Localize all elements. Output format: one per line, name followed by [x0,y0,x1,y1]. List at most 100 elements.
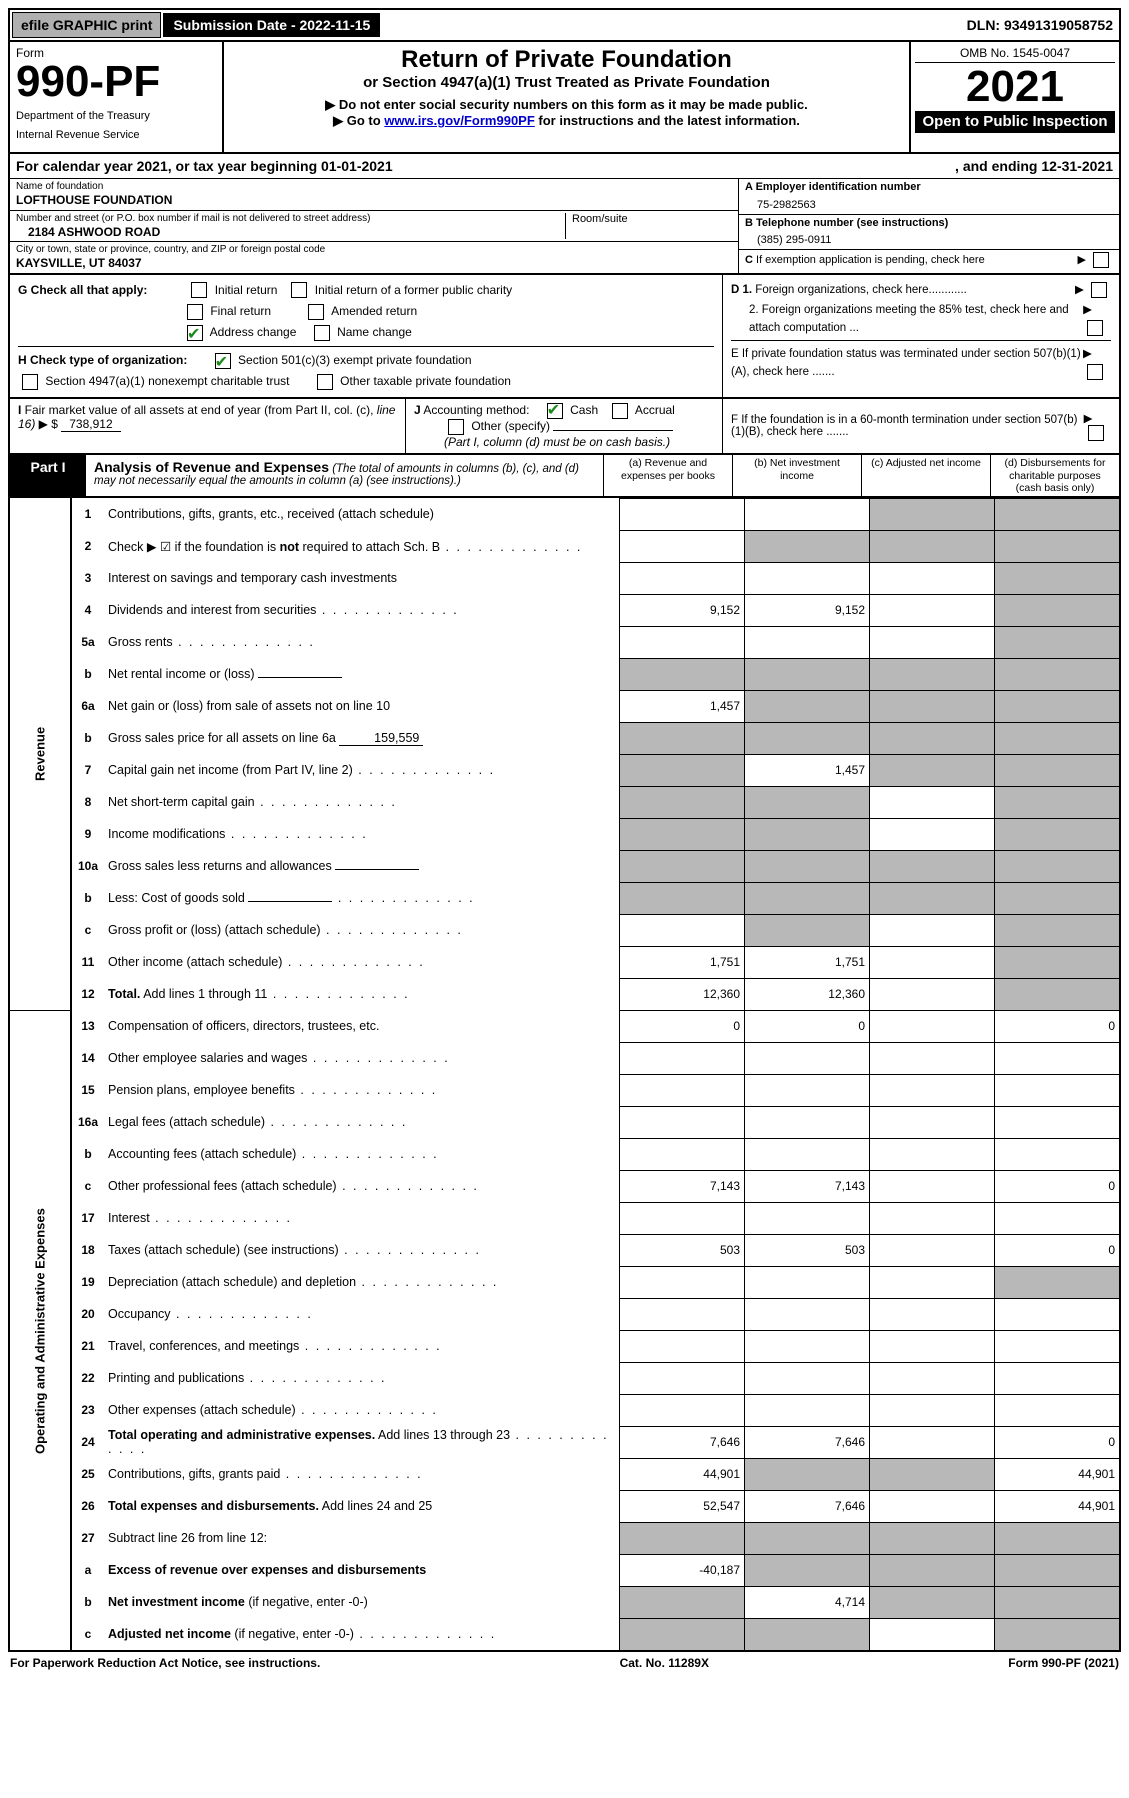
line-desc: Taxes (attach schedule) (see instruction… [104,1234,620,1266]
final-return-checkbox[interactable] [187,304,203,320]
table-row: 2Check ▶ ☑ if the foundation is not requ… [9,530,1120,562]
line-desc: Net gain or (loss) from sale of assets n… [104,690,620,722]
table-row: 10aGross sales less returns and allowanc… [9,850,1120,882]
efile-print-button[interactable]: efile GRAPHIC print [12,12,161,38]
ein-label: A Employer identification number [745,181,1113,194]
form-note-1: ▶ Do not enter social security numbers o… [230,97,903,113]
line-desc: Depreciation (attach schedule) and deple… [104,1266,620,1298]
amended-return-checkbox[interactable] [308,304,324,320]
other-taxable-checkbox[interactable] [317,374,333,390]
line-desc: Subtract line 26 from line 12: [104,1522,620,1554]
sidebar-expense-body: Operating and Administrative Expenses [9,1010,71,1651]
line-no: 4 [71,594,104,626]
d2-checkbox[interactable] [1087,320,1103,336]
line-desc: Legal fees (attach schedule) [104,1106,620,1138]
table-row: bNet investment income (if negative, ent… [9,1586,1120,1618]
line-desc: Excess of revenue over expenses and disb… [104,1554,620,1586]
g-label: G Check all that apply: [18,281,147,300]
line-desc: Gross sales price for all assets on line… [104,722,620,754]
address-change-checkbox[interactable] [187,325,203,341]
table-row: 27Subtract line 26 from line 12: [9,1522,1120,1554]
table-row: 8Net short-term capital gain [9,786,1120,818]
line-desc: Capital gain net income (from Part IV, l… [104,754,620,786]
part1-label: Part I [10,455,86,495]
table-row: 22Printing and publications [9,1362,1120,1394]
table-row: 23Other expenses (attach schedule) [9,1394,1120,1426]
form-title: Return of Private Foundation [230,46,903,74]
irs-link[interactable]: www.irs.gov/Form990PF [384,113,535,128]
initial-former-checkbox[interactable] [291,282,307,298]
table-row: 17Interest [9,1202,1120,1234]
other-method-label: Other (specify) [471,420,550,434]
g-item-3: Amended return [331,304,417,318]
line-no: 11 [71,946,104,978]
cal-year-begin: For calendar year 2021, or tax year begi… [16,158,393,174]
line-desc: Compensation of officers, directors, tru… [104,1010,620,1042]
line-desc: Travel, conferences, and meetings [104,1330,620,1362]
telephone-value: (385) 295-0911 [745,230,1113,247]
fmv-row: I Fair market value of all assets at end… [8,399,1121,454]
part1-title: Analysis of Revenue and Expenses [94,459,329,475]
table-row: bLess: Cost of goods sold [9,882,1120,914]
line-desc: Pension plans, employee benefits [104,1074,620,1106]
line-desc: Adjusted net income (if negative, enter … [104,1618,620,1651]
line-desc: Gross profit or (loss) (attach schedule) [104,914,620,946]
line-desc: Other employee salaries and wages [104,1042,620,1074]
line-no: 25 [71,1458,104,1490]
line-desc: Other income (attach schedule) [104,946,620,978]
table-row: 16aLegal fees (attach schedule) [9,1106,1120,1138]
submission-date: Submission Date - 2022-11-15 [163,13,380,37]
table-row: 21Travel, conferences, and meetings [9,1330,1120,1362]
table-row: 26Total expenses and disbursements. Add … [9,1490,1120,1522]
col-d-header: (d) Disbursements for charitable purpose… [990,455,1119,495]
line-no: 15 [71,1074,104,1106]
footer-form: Form 990-PF (2021) [1008,1656,1119,1670]
line-no: b [71,722,104,754]
table-row: 12Total. Add lines 1 through 1112,36012,… [9,978,1120,1010]
accrual-checkbox[interactable] [612,403,628,419]
name-change-checkbox[interactable] [314,325,330,341]
line-no: 14 [71,1042,104,1074]
line-desc: Interest [104,1202,620,1234]
g-item-1: Initial return of a former public charit… [315,283,512,297]
501c3-checkbox[interactable] [215,353,231,369]
line-no: 26 [71,1490,104,1522]
table-row: 11Other income (attach schedule)1,7511,7… [9,946,1120,978]
line-no: 3 [71,562,104,594]
table-row: aExcess of revenue over expenses and dis… [9,1554,1120,1586]
line-no: b [71,882,104,914]
other-method-checkbox[interactable] [448,419,464,435]
line-no: 23 [71,1394,104,1426]
table-row: bGross sales price for all assets on lin… [9,722,1120,754]
line-no: 22 [71,1362,104,1394]
table-row: cOther professional fees (attach schedul… [9,1170,1120,1202]
ein-value: 75-2982563 [745,195,1113,212]
line-desc: Dividends and interest from securities [104,594,620,626]
initial-return-checkbox[interactable] [191,282,207,298]
exemption-pending-checkbox[interactable] [1093,252,1109,268]
open-to-public: Open to Public Inspection [915,111,1115,133]
entity-block: Name of foundation LOFTHOUSE FOUNDATION … [8,178,1121,274]
line-desc: Total expenses and disbursements. Add li… [104,1490,620,1522]
d1-checkbox[interactable] [1091,282,1107,298]
table-row: 18Taxes (attach schedule) (see instructi… [9,1234,1120,1266]
line-desc: Less: Cost of goods sold [104,882,620,914]
4947a1-checkbox[interactable] [22,374,38,390]
sidebar-revenue-body: Revenue [9,498,71,1010]
line-desc: Net rental income or (loss) [104,658,620,690]
line-no: 13 [71,1010,104,1042]
e-checkbox[interactable] [1087,364,1103,380]
f-checkbox[interactable] [1088,425,1104,441]
cash-checkbox[interactable] [547,403,563,419]
table-row: 6aNet gain or (loss) from sale of assets… [9,690,1120,722]
form-note-2: ▶ Go to www.irs.gov/Form990PF for instru… [230,113,903,129]
exemption-pending-label: C If exemption application is pending, c… [745,254,985,267]
line-desc: Income modifications [104,818,620,850]
line-no: 10a [71,850,104,882]
line-desc: Net short-term capital gain [104,786,620,818]
note2-prefix: ▶ Go to [333,113,384,128]
line-no: 9 [71,818,104,850]
line-desc: Occupancy [104,1298,620,1330]
table-row: 9Income modifications [9,818,1120,850]
line-desc: Interest on savings and temporary cash i… [104,562,620,594]
